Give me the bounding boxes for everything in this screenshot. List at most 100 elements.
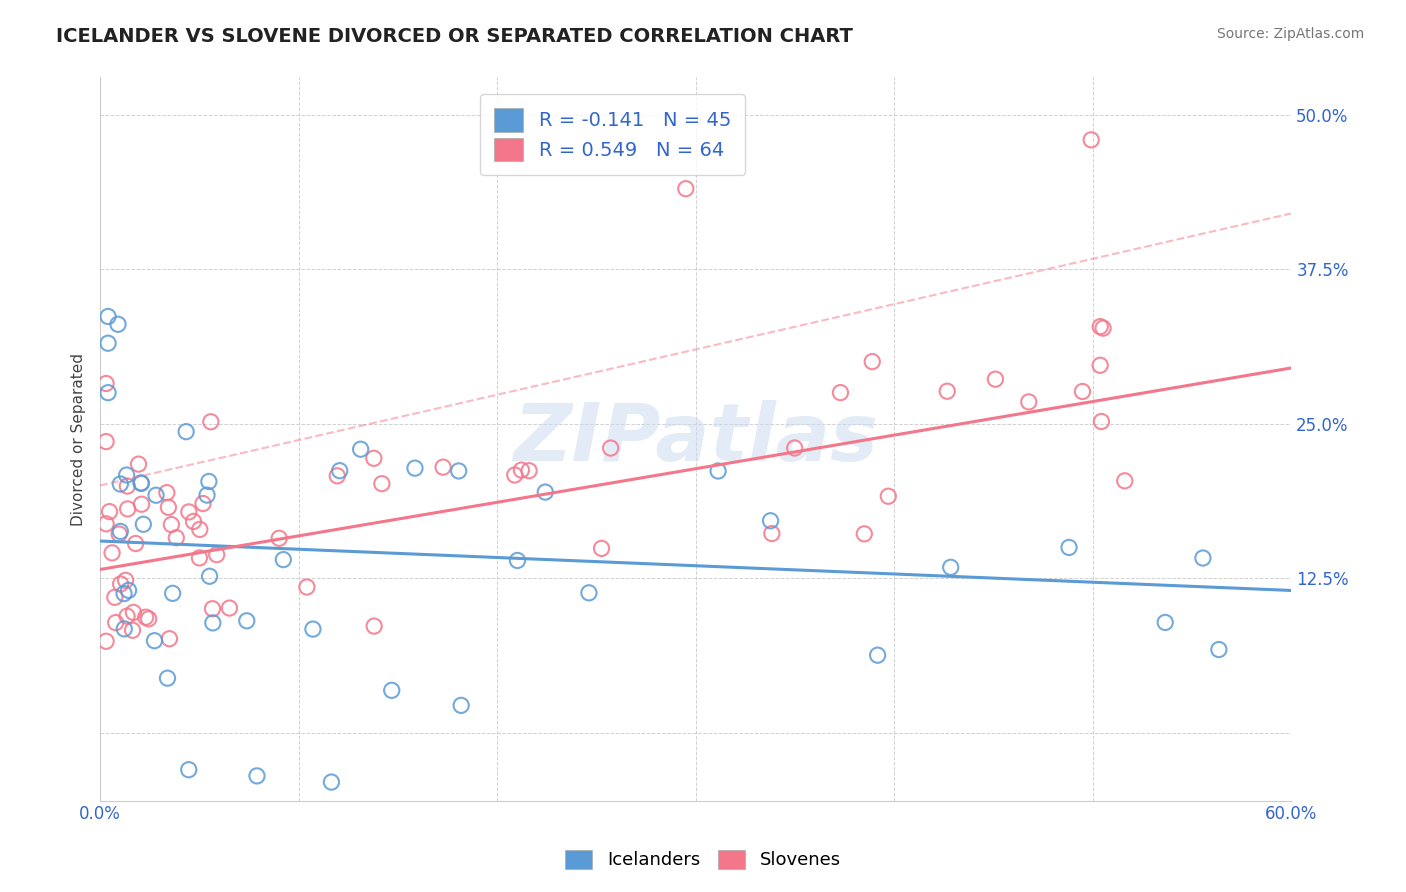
Point: [236, 614, 259, 628]
Point: [124, 536, 146, 550]
Point: [783, 441, 806, 455]
Text: Source: ZipAtlas.com: Source: ZipAtlas.com: [1216, 27, 1364, 41]
Point: [160, 517, 183, 532]
Point: [1090, 415, 1112, 429]
Point: [128, 457, 150, 471]
Point: [1114, 474, 1136, 488]
Point: [198, 475, 221, 489]
Point: [108, 527, 131, 541]
Point: [830, 385, 852, 400]
Point: [104, 615, 127, 630]
Point: [143, 633, 166, 648]
Point: [295, 580, 318, 594]
Point: [447, 464, 470, 478]
Point: [195, 488, 218, 502]
Point: [115, 468, 138, 483]
Point: [1092, 321, 1115, 335]
Point: [129, 475, 152, 490]
Y-axis label: Divorced or Separated: Divorced or Separated: [72, 352, 86, 525]
Point: [94, 434, 117, 449]
Point: [866, 648, 889, 663]
Point: [159, 632, 181, 646]
Point: [94, 634, 117, 648]
Point: [138, 612, 160, 626]
Point: [761, 526, 783, 541]
Point: [246, 769, 269, 783]
Point: [97, 385, 120, 400]
Point: [363, 619, 385, 633]
Point: [371, 476, 394, 491]
Point: [578, 586, 600, 600]
Point: [101, 546, 124, 560]
Point: [117, 479, 139, 493]
Point: [503, 467, 526, 482]
Point: [156, 671, 179, 685]
Point: [188, 522, 211, 536]
Point: [302, 622, 325, 636]
Point: [381, 683, 404, 698]
Point: [853, 526, 876, 541]
Point: [157, 500, 180, 515]
Point: [115, 609, 138, 624]
Point: [200, 415, 222, 429]
Point: [860, 354, 883, 368]
Point: [510, 463, 533, 477]
Point: [201, 615, 224, 630]
Point: [135, 610, 157, 624]
Point: [432, 460, 454, 475]
Point: [877, 489, 900, 503]
Point: [145, 488, 167, 502]
Point: [984, 372, 1007, 386]
Point: [1192, 551, 1215, 566]
Point: [98, 505, 121, 519]
Legend: Icelanders, Slovenes: Icelanders, Slovenes: [557, 841, 849, 879]
Point: [191, 496, 214, 510]
Point: [94, 376, 117, 391]
Point: [183, 515, 205, 529]
Point: [707, 464, 730, 478]
Point: [112, 622, 135, 636]
Point: [110, 577, 132, 591]
Point: [1088, 358, 1111, 372]
Point: [112, 586, 135, 600]
Point: [936, 384, 959, 399]
Point: [117, 583, 139, 598]
Point: [97, 336, 120, 351]
Point: [591, 541, 613, 556]
Point: [117, 502, 139, 516]
Point: [205, 548, 228, 562]
Point: [110, 477, 132, 491]
Point: [129, 476, 152, 491]
Point: [177, 505, 200, 519]
Point: [534, 485, 557, 500]
Point: [1080, 133, 1102, 147]
Point: [404, 461, 426, 475]
Point: [131, 497, 153, 511]
Point: [269, 531, 291, 545]
Point: [939, 560, 962, 574]
Point: [162, 586, 184, 600]
Point: [97, 310, 120, 324]
Text: ICELANDER VS SLOVENE DIVORCED OR SEPARATED CORRELATION CHART: ICELANDER VS SLOVENE DIVORCED OR SEPARAT…: [56, 27, 853, 45]
Point: [1071, 384, 1094, 399]
Point: [177, 763, 200, 777]
Point: [1018, 395, 1040, 409]
Point: [94, 516, 117, 531]
Point: [121, 624, 143, 638]
Point: [599, 441, 621, 455]
Point: [1057, 541, 1080, 555]
Point: [104, 591, 127, 605]
Point: [114, 574, 136, 588]
Point: [326, 468, 349, 483]
Point: [165, 531, 187, 545]
Point: [450, 698, 472, 713]
Point: [329, 464, 352, 478]
Point: [321, 775, 343, 789]
Point: [675, 182, 697, 196]
Point: [122, 606, 145, 620]
Point: [1208, 642, 1230, 657]
Point: [174, 425, 197, 439]
Legend: R = -0.141   N = 45, R = 0.549   N = 64: R = -0.141 N = 45, R = 0.549 N = 64: [481, 95, 745, 175]
Point: [517, 464, 540, 478]
Point: [1090, 319, 1112, 334]
